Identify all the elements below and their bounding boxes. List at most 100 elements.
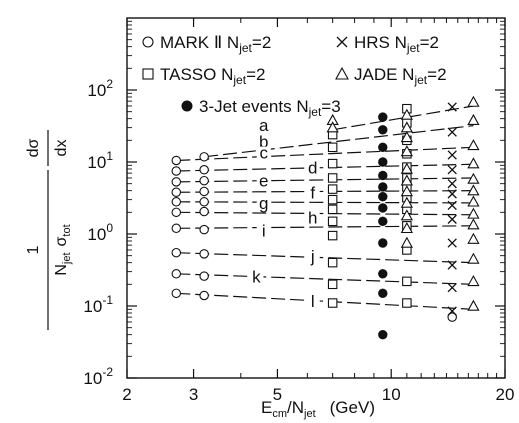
legend-label: TASSO Njet=2 [160,65,265,87]
curve-label-bg [305,250,320,265]
curve-label-bg [305,161,320,176]
point-square [327,257,338,268]
y-label-right-den: dx [53,140,70,157]
point-dot [378,157,388,167]
y-tick-label: 10-2 [83,365,113,388]
y-label-sigma: σ [53,236,70,246]
point-circle [171,223,182,234]
point-cross [447,127,457,137]
point-triangle [467,184,480,196]
y-label-right-num: dσ [25,138,42,157]
legend-text: HRS N [354,33,407,52]
x-tick-label: 10 [382,385,401,404]
point-triangle [400,185,413,197]
legend-text: 3-Jet events N [199,97,309,116]
curve-label-bg [305,186,320,201]
legend-sub: jet [308,105,322,119]
y-tick-exp: 0 [106,221,113,235]
point-circle [171,269,182,279]
point-triangle [400,221,413,234]
axis-ticks [126,18,506,379]
x-label-main: E [261,398,272,417]
fit-curve-c [176,146,474,162]
point-circle [171,166,182,176]
curve-label-e: e [259,172,268,191]
point-square [327,142,338,153]
x-label-sub2: jet [303,408,316,420]
point-dot [378,142,388,153]
fit-curve-b [204,125,474,158]
point-circle [171,247,182,258]
y-tick-base: 10 [83,297,102,316]
point-triangle [467,195,480,207]
plot-border [126,17,506,379]
point-triangle [467,232,480,244]
x-tick-label: 5 [273,385,282,404]
fit-curve-g [176,201,474,204]
curve-label-bg [249,270,264,285]
fit-curve-l [176,292,474,310]
point-cross [447,306,457,316]
point-circle [199,165,209,175]
point-dot [378,182,388,192]
point-triangle [400,236,413,248]
y-tick-base: 10 [87,225,106,244]
point-cross [447,165,457,175]
point-dot [378,288,388,299]
curve-label-f: f [310,184,315,203]
legend-tail: =2 [427,65,446,84]
x-label-mid: /N [287,398,304,417]
point-cross [447,200,457,211]
y-label-sigma-sub: tot [61,224,73,236]
x-tick-label: 20 [496,385,515,404]
legend-label: JADE Njet=2 [354,65,447,87]
point-dot [378,238,388,248]
point-cross [447,238,457,248]
point-dot [378,191,388,202]
y-label-nj-sub: jet [61,252,73,265]
x-label-sub: cm [272,408,287,420]
y-label-nj: N [53,264,70,276]
point-square [327,184,338,194]
point-square [327,279,338,290]
point-circle [171,155,182,166]
point-circle [199,175,209,186]
point-cross [447,282,457,293]
curve-label-b: b [259,132,268,151]
point-triangle [467,299,480,311]
fit-curves [176,105,474,310]
curve-label-j: j [310,247,315,266]
legend-tail: =3 [321,97,340,116]
y-tick-label: 10-1 [83,293,113,316]
point-cross [447,179,457,189]
point-circle [447,312,457,322]
legend-marker-circle [142,36,154,48]
curve-label-bg [256,135,271,150]
legend-marker-triangle [335,66,349,80]
fit-curve-j [176,252,474,264]
curve-label-l: l [311,292,315,311]
point-circle [199,186,209,197]
curve-label-g: g [259,194,268,213]
legend-label: 3-Jet events Njet=3 [199,97,341,119]
legend-tail: =2 [420,33,439,52]
point-circle [199,290,209,301]
point-triangle [467,157,480,169]
legend-label: HRS Njet=2 [354,33,439,55]
point-square [327,158,338,169]
curve-label-a: a [259,116,269,135]
curve-label-bg [256,224,271,239]
point-circle [171,187,182,198]
legend-sub: jet [232,73,246,87]
fit-curve-i [176,225,474,229]
legend-marker-cross [336,36,348,48]
point-square [327,194,338,205]
fit-curve-f [176,190,474,193]
point-triangle [467,95,480,107]
point-dot [378,125,388,135]
point-cross [447,260,457,270]
point-circle [199,224,209,235]
data-points [171,95,480,340]
